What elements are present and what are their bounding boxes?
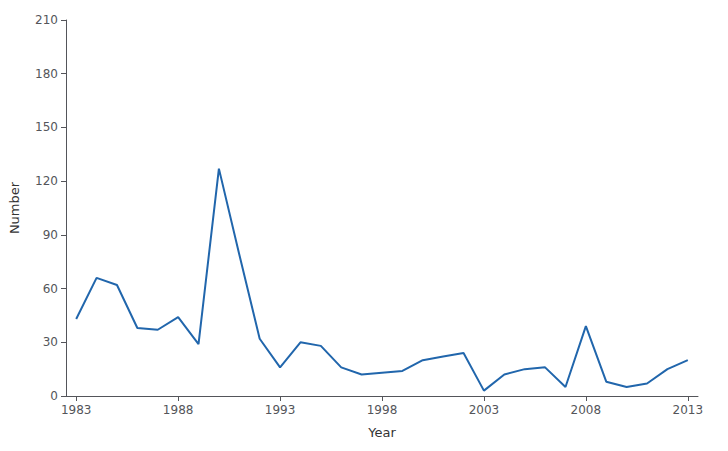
- svg-text:1998: 1998: [367, 403, 398, 417]
- svg-text:2013: 2013: [673, 403, 704, 417]
- svg-text:0: 0: [50, 389, 58, 403]
- svg-text:2003: 2003: [469, 403, 500, 417]
- svg-text:90: 90: [43, 228, 58, 242]
- svg-text:150: 150: [35, 120, 58, 134]
- svg-text:60: 60: [43, 282, 58, 296]
- svg-text:120: 120: [35, 174, 58, 188]
- svg-text:Year: Year: [367, 425, 396, 440]
- svg-text:1983: 1983: [61, 403, 92, 417]
- svg-text:1988: 1988: [163, 403, 194, 417]
- svg-text:210: 210: [35, 13, 58, 27]
- svg-text:Number: Number: [7, 181, 22, 234]
- svg-text:30: 30: [43, 335, 58, 349]
- svg-text:2008: 2008: [571, 403, 602, 417]
- svg-text:1993: 1993: [265, 403, 296, 417]
- svg-text:180: 180: [35, 67, 58, 81]
